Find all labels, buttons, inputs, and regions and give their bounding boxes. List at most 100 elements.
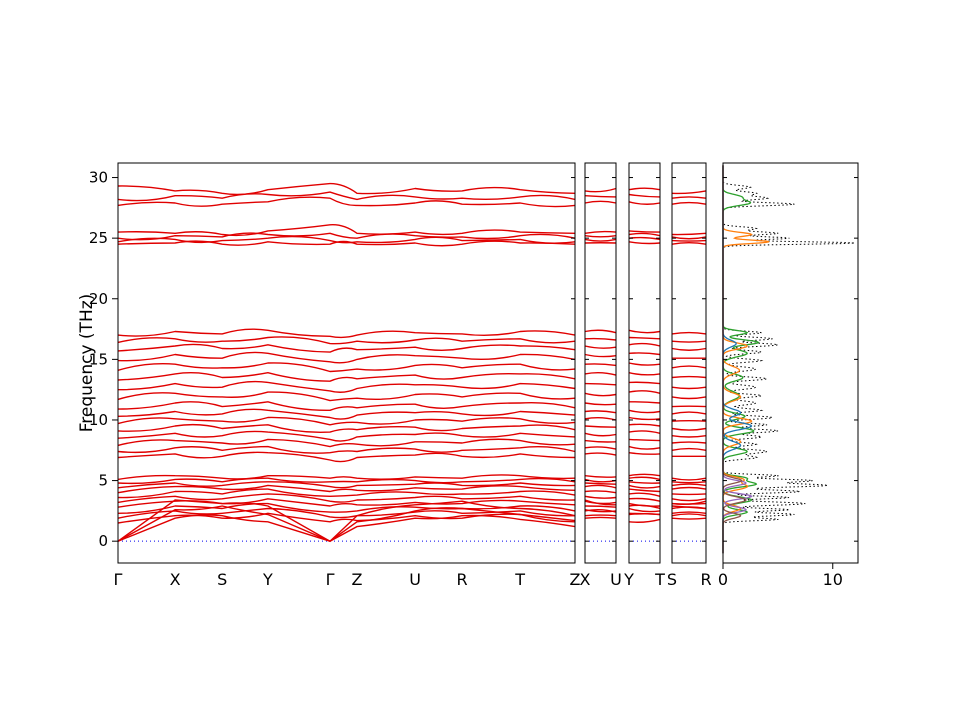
- phonon-band-segment: [628, 230, 661, 233]
- phonon-band-segment: [671, 196, 707, 199]
- phonon-band-segment: [671, 420, 707, 422]
- phonon-band-segment: [584, 478, 617, 483]
- phonon-band-segment: [584, 200, 617, 204]
- k-point-label: S: [667, 570, 677, 589]
- phonon-band-segment: [584, 187, 617, 193]
- phonon-band: [117, 493, 576, 504]
- phonon-band-segment: [628, 362, 661, 366]
- phonon-band-segment: [584, 392, 617, 397]
- phonon-band: [117, 430, 576, 442]
- panel-border: [628, 162, 661, 564]
- phonon-band: [117, 481, 576, 489]
- phonon-band-segment: [628, 452, 661, 455]
- phonon-band-segment: [671, 447, 707, 451]
- phonon-band-segment: [628, 329, 661, 334]
- phonon-band-segment: [584, 446, 617, 450]
- phonon-band-segment: [584, 500, 617, 505]
- phonon-band-segment: [671, 241, 707, 245]
- phonon-band: [117, 391, 576, 402]
- phonon-band-segment: [584, 439, 617, 443]
- phonon-band-segment: [628, 492, 661, 497]
- phonon-band-segment: [584, 495, 617, 499]
- phonon-band-segment: [628, 423, 661, 427]
- phonon-band-segment: [628, 488, 661, 493]
- k-point-label: Z: [570, 570, 581, 589]
- phonon-band-segment: [628, 187, 661, 191]
- k-point-label: U: [610, 570, 622, 589]
- phonon-band: [117, 474, 576, 481]
- phonon-band-segment: [628, 518, 661, 523]
- phonon-band-segment: [671, 427, 707, 431]
- phonon-band: [117, 488, 576, 499]
- phonon-band: [117, 484, 576, 494]
- phonon-band-segment: [584, 402, 617, 406]
- phonon-band: [117, 362, 576, 373]
- phonon-band-segment: [671, 435, 707, 438]
- phonon-band-segment: [671, 201, 707, 205]
- phonon-band-segment: [628, 193, 661, 198]
- phonon-band-segment: [628, 232, 661, 237]
- phonon-band-segment: [671, 483, 707, 487]
- panel-border: [117, 162, 576, 564]
- phonon-band-segment: [584, 230, 617, 234]
- phonon-band-segment: [671, 477, 707, 481]
- phonon-band-segment: [671, 232, 707, 236]
- phonon-band: [117, 408, 576, 420]
- panel-border: [584, 162, 617, 564]
- phonon-band: [117, 196, 576, 208]
- phonon-band-segment: [584, 490, 617, 494]
- y-tick-label: 5: [98, 472, 108, 490]
- phonon-band: [117, 232, 576, 241]
- phonon-band-segment: [628, 342, 661, 347]
- phonon-band-segment: [628, 381, 661, 385]
- phonon-band: [117, 498, 576, 508]
- phonon-band-segment: [671, 375, 707, 379]
- k-point-label: Y: [262, 570, 273, 589]
- phonon-band: [117, 507, 576, 519]
- y-tick-label: 10: [89, 411, 108, 429]
- phonon-band-segment: [584, 382, 617, 386]
- phonon-band-segment: [584, 505, 617, 508]
- phonon-band: [117, 371, 576, 382]
- phonon-band-segment: [584, 238, 617, 242]
- phonon-band-segment: [671, 365, 707, 369]
- phonon-band-segment: [584, 484, 617, 489]
- phonon-band-segment: [584, 195, 617, 198]
- phonon-band: [117, 445, 576, 454]
- phonon-band-segment: [584, 410, 617, 414]
- phonon-band: [117, 505, 576, 542]
- y-tick-label: 25: [89, 229, 108, 247]
- phonon-band: [117, 423, 576, 434]
- phonon-band-segment: [671, 513, 707, 517]
- phonon-band-segment: [628, 507, 661, 513]
- k-point-label: X: [170, 570, 181, 589]
- phonon-band-segment: [671, 190, 707, 195]
- k-point-label: S: [217, 570, 227, 589]
- phonon-band: [117, 182, 576, 196]
- phonon-band-segment: [584, 353, 617, 358]
- phonon-band-segment: [584, 432, 617, 437]
- phonon-band-segment: [671, 236, 707, 240]
- y-axis-label: Frequency (THz): [77, 293, 97, 433]
- phonon-band-segment: [671, 331, 707, 335]
- phonon-band-segment: [628, 473, 661, 477]
- phonon-band-segment: [584, 235, 617, 238]
- phonon-band-segment: [628, 497, 661, 502]
- phonon-band: [117, 401, 576, 412]
- dos-x-tick-label: 0: [718, 570, 728, 589]
- phonon-band: [117, 223, 576, 237]
- phonon-band-segment: [671, 511, 707, 514]
- phonon-band-segment: [628, 372, 661, 376]
- phonon-band-segment: [671, 347, 707, 351]
- phonon-band-segment: [628, 416, 661, 421]
- k-point-label: X: [580, 570, 591, 589]
- phonon-band-segment: [628, 390, 661, 394]
- phonon-band-segment: [671, 386, 707, 390]
- phonon-band-segment: [671, 486, 707, 490]
- phonon-band-segment: [671, 517, 707, 520]
- phonon-band-segment: [628, 409, 661, 414]
- phonon-band-segment: [584, 508, 617, 513]
- phonon-band-segment: [671, 441, 707, 444]
